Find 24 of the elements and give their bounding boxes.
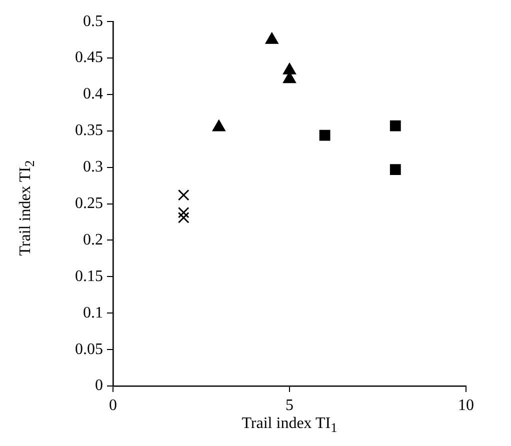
y-tick-label: 0.15 bbox=[75, 268, 103, 285]
point bbox=[319, 130, 330, 141]
point bbox=[265, 32, 278, 44]
x-axis-title: Trail index TI$_{1}$ bbox=[240, 415, 338, 438]
y-tick-label: 0.25 bbox=[75, 195, 103, 212]
y-tick-label: 0.2 bbox=[83, 231, 103, 248]
point bbox=[390, 120, 401, 132]
x-tick-label: 5 bbox=[286, 396, 294, 414]
point bbox=[282, 62, 296, 74]
y-tick-label: 0.35 bbox=[75, 122, 103, 140]
y-tick-label: 0.5 bbox=[83, 12, 103, 30]
x-tick-label: 0 bbox=[109, 396, 117, 414]
y-tick-label: 0.4 bbox=[83, 86, 103, 103]
y-tick-label: 0 bbox=[95, 377, 103, 394]
point bbox=[212, 120, 226, 132]
y-tick-label: 0.45 bbox=[75, 49, 103, 66]
point bbox=[390, 164, 401, 175]
point bbox=[178, 206, 190, 218]
y-tick-label: 0.3 bbox=[83, 158, 103, 176]
point bbox=[178, 189, 190, 201]
point bbox=[178, 212, 190, 224]
y-tick-label: 0.05 bbox=[75, 340, 103, 358]
y-tick-label: 0.1 bbox=[83, 304, 103, 322]
x-tick-label: 10 bbox=[458, 396, 474, 414]
